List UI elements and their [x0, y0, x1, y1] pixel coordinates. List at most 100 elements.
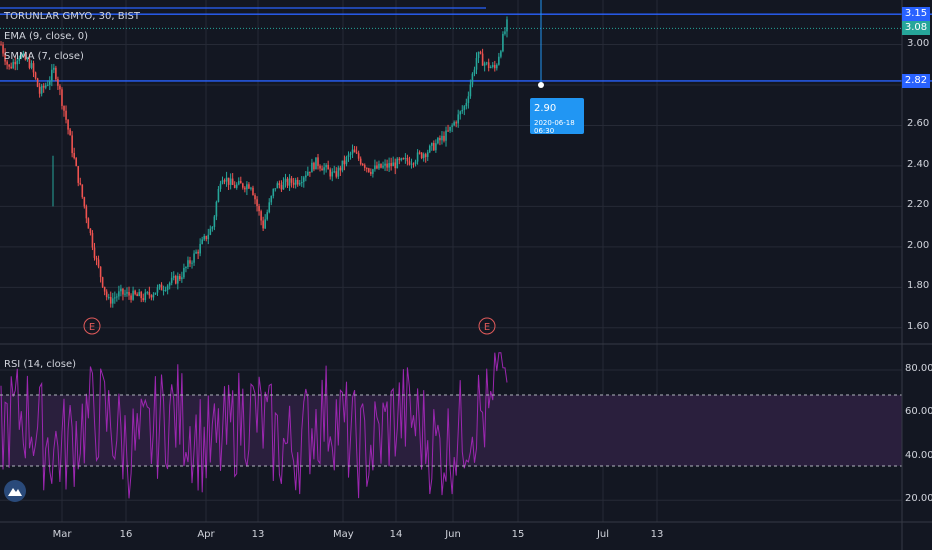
candle-body [235, 184, 238, 188]
candle-body [305, 175, 307, 178]
candle-body [300, 181, 303, 184]
price-tick-label: 1.80 [907, 280, 930, 292]
candle-body [475, 57, 478, 70]
candle-body [53, 67, 55, 70]
candle-body [502, 33, 504, 52]
candle-body [20, 54, 23, 59]
candle-body [410, 163, 413, 165]
candle-body [170, 277, 173, 283]
candle-body [447, 130, 449, 132]
candle-body [136, 294, 138, 297]
candle-body [177, 275, 179, 284]
rsi-legend[interactable]: RSI (14, close) [4, 359, 77, 370]
candlestick-series [0, 16, 508, 308]
candle-body [477, 51, 480, 58]
earnings-marker-1[interactable]: E [83, 317, 101, 335]
rsi-tick-label: 40.00 [905, 449, 932, 461]
rsi-line [0, 352, 508, 499]
candle-body [390, 163, 392, 167]
candle-body [319, 165, 321, 169]
candle-body [343, 160, 346, 165]
candle-body [231, 178, 234, 185]
candle-body [227, 177, 230, 185]
candle-body [260, 211, 262, 221]
candle-body [374, 165, 376, 170]
candle-body [382, 165, 384, 168]
earnings-marker-2[interactable]: E [478, 317, 496, 335]
candle-body [223, 180, 226, 182]
candle-body [270, 195, 273, 203]
candle-body [63, 105, 65, 111]
candle-body [353, 149, 356, 153]
candle-body [282, 181, 285, 190]
candle-body [6, 61, 8, 65]
candle-body [12, 61, 15, 69]
candle-body [14, 61, 17, 65]
candle-body [479, 51, 482, 54]
candle-body [91, 233, 94, 248]
candle-body [441, 135, 443, 141]
candle-body [2, 44, 4, 54]
candle-body [463, 106, 466, 110]
candle-body [193, 253, 195, 263]
candle-body [406, 157, 409, 162]
candle-body [217, 189, 220, 202]
candle-body [469, 84, 472, 97]
candle-body [156, 287, 159, 293]
app-logo[interactable] [4, 480, 26, 502]
candle-body [107, 297, 110, 299]
candle-body [485, 62, 488, 64]
candle-body [248, 184, 250, 189]
candle-body [325, 164, 327, 168]
candle-body [197, 251, 199, 254]
candle-body [294, 179, 297, 185]
candle-body [500, 51, 502, 57]
candle-body [162, 290, 165, 292]
candle-body [355, 152, 358, 154]
candle-body [424, 154, 427, 157]
price-tick-label: 2.00 [907, 239, 930, 251]
candle-body [128, 292, 130, 296]
symbol-title[interactable]: TORUNLAR GMYO, 30, BIST [4, 11, 141, 22]
candle-body [99, 266, 102, 278]
candle-body [414, 161, 417, 164]
rsi-tick-label: 60.00 [905, 406, 932, 418]
smma-legend[interactable]: SMMA (7, close) [4, 51, 84, 62]
candle-body [152, 294, 155, 298]
candle-body [496, 64, 498, 69]
candle-body [132, 290, 134, 300]
candle-body [221, 180, 224, 184]
ema-legend[interactable]: EMA (9, close, 0) [4, 31, 88, 42]
candle-body [140, 292, 143, 299]
candle-body [250, 187, 252, 189]
candle-body [380, 163, 382, 168]
mountain-icon [8, 488, 22, 496]
candle-body [154, 292, 157, 295]
candle-body [418, 152, 421, 154]
candle-body [79, 182, 82, 185]
candle-body [144, 292, 147, 301]
candle-body [48, 80, 51, 85]
candle-body [315, 157, 317, 170]
candle-body [437, 137, 439, 144]
candle-body [443, 135, 445, 141]
candle-body [481, 53, 484, 66]
candle-body [146, 292, 149, 294]
candle-body [59, 85, 61, 90]
candle-body [148, 292, 151, 296]
candle-body [138, 292, 140, 297]
candle-body [55, 67, 57, 80]
time-tick-label: 13 [650, 529, 664, 540]
candle-body [181, 277, 183, 280]
candle-body [122, 288, 124, 295]
candle-body [465, 102, 468, 107]
candle-body [81, 184, 84, 198]
candle-body [266, 212, 269, 220]
candle-body [262, 220, 264, 229]
candle-body [256, 199, 258, 207]
time-tick-label: 14 [389, 529, 403, 540]
candle-body [384, 163, 386, 166]
rsi-tick-label: 80.00 [905, 363, 932, 375]
candle-body [215, 201, 218, 217]
